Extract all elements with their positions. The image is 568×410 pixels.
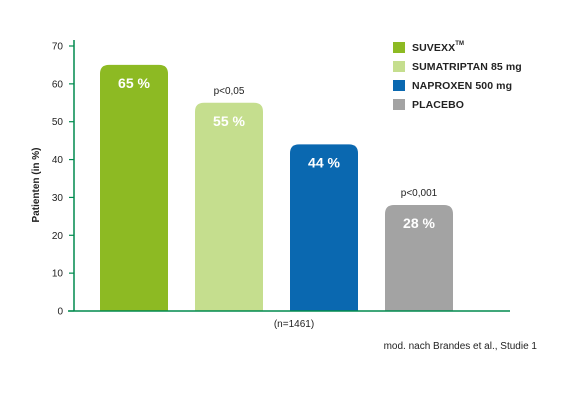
bar-value-label: 65 % — [118, 75, 150, 91]
legend-label: NAPROXEN 500 mg — [412, 79, 513, 92]
y-tick-label: 70 — [52, 42, 64, 53]
legend-swatch — [393, 80, 405, 91]
y-axis: 0 10 20 30 40 50 60 70 — [52, 40, 75, 318]
legend-label: SUMATRIPTAN 85 mg — [412, 60, 522, 73]
y-tick-label: 0 — [57, 307, 63, 318]
y-tick-label: 10 — [52, 269, 64, 280]
legend-swatch — [393, 42, 405, 53]
y-tick-label: 20 — [52, 231, 64, 242]
significance-label: p<0,05 — [214, 86, 245, 97]
source-note: mod. nach Brandes et al., Studie 1 — [383, 341, 537, 352]
y-tick-label: 60 — [52, 79, 64, 90]
y-axis-label: Patienten (in %) — [31, 147, 42, 222]
bar — [100, 64, 168, 311]
legend-swatch — [393, 99, 405, 110]
bars: 65 % 55 % p<0,05 44 % 28 % p<0,001 — [100, 64, 453, 312]
y-tick-label: 40 — [52, 155, 64, 166]
bar-value-label: 28 % — [403, 215, 435, 231]
legend-item-placebo: PLACEBO — [393, 95, 522, 114]
legend-item-sumatriptan: SUMATRIPTAN 85 mg — [393, 57, 522, 76]
legend-label: PLACEBO — [412, 98, 465, 111]
y-tick-label: 30 — [52, 193, 64, 204]
bar-value-label: 44 % — [308, 154, 340, 170]
significance-label: p<0,001 — [401, 188, 438, 199]
legend-label: SUVEXXTM — [412, 40, 465, 54]
x-axis-label: (n=1461) — [274, 319, 314, 330]
bar — [290, 144, 358, 311]
bar — [195, 102, 263, 312]
legend-item-naproxen: NAPROXEN 500 mg — [393, 76, 522, 95]
legend-item-suvexx: SUVEXXTM — [393, 38, 522, 57]
y-tick-label: 50 — [52, 117, 64, 128]
bar — [385, 205, 453, 311]
legend-swatch — [393, 61, 405, 72]
bar-value-label: 55 % — [213, 113, 245, 129]
legend: SUVEXXTM SUMATRIPTAN 85 mg NAPROXEN 500 … — [393, 38, 522, 114]
